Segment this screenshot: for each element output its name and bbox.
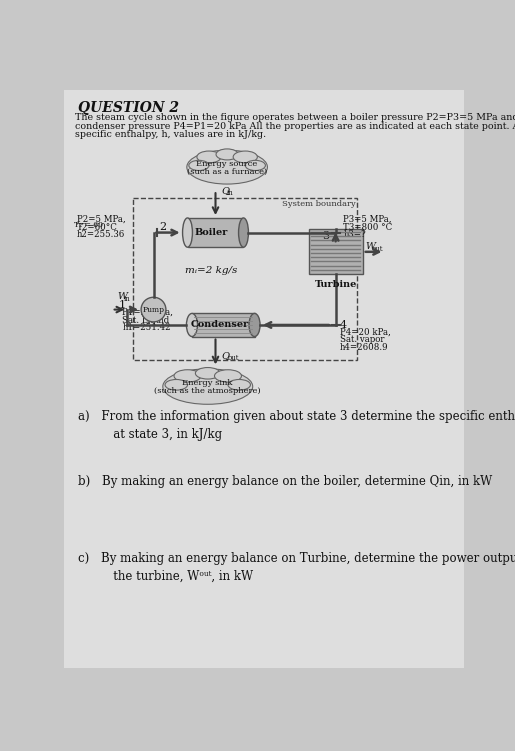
Ellipse shape	[187, 150, 267, 184]
Text: W: W	[365, 242, 375, 251]
Text: W: W	[117, 292, 127, 301]
Text: QUESTION 2: QUESTION 2	[78, 101, 179, 115]
Text: a) From the information given about state 3 determine the specific enthalpy
   a: a) From the information given about stat…	[78, 409, 515, 441]
Text: Energy sink: Energy sink	[182, 379, 233, 388]
Text: h1=251.42: h1=251.42	[123, 324, 171, 333]
Text: P1=20 kPa,: P1=20 kPa,	[123, 308, 174, 317]
Ellipse shape	[214, 369, 242, 382]
Text: out: out	[227, 354, 238, 362]
Circle shape	[141, 297, 166, 322]
Bar	[192, 313, 254, 336]
Text: c) By making an energy balance on Turbine, determine the power output of
   the : c) By making an energy balance on Turbin…	[78, 552, 515, 583]
Text: specific enthalpy, h, values are in kJ/kg.: specific enthalpy, h, values are in kJ/k…	[75, 130, 266, 139]
Text: Turbine: Turbine	[315, 279, 357, 288]
Text: P3=5 MPa,: P3=5 MPa,	[344, 215, 392, 224]
Text: 4: 4	[339, 320, 347, 330]
Ellipse shape	[245, 161, 265, 170]
Ellipse shape	[186, 313, 197, 336]
Bar	[187, 218, 244, 247]
Ellipse shape	[165, 379, 187, 390]
Bar	[132, 198, 357, 360]
Text: Energy source: Energy source	[197, 160, 258, 168]
Text: condenser pressure P4=P1=20 kPa All the properties are as indicated at each stat: condenser pressure P4=P1=20 kPa All the …	[75, 122, 515, 131]
Text: h4=2608.9: h4=2608.9	[339, 342, 388, 351]
Text: 1: 1	[119, 300, 126, 309]
Text: Sat. Liquid: Sat. Liquid	[123, 315, 170, 324]
Text: P4=20 kPa,: P4=20 kPa,	[339, 327, 390, 336]
Text: Sat. vapor: Sat. vapor	[339, 335, 384, 344]
Text: h2=255.36: h2=255.36	[77, 231, 125, 240]
Text: (such as the atmosphere): (such as the atmosphere)	[154, 388, 261, 395]
Ellipse shape	[197, 151, 221, 163]
Text: (such as a furnace): (such as a furnace)	[187, 167, 267, 176]
Text: Q: Q	[221, 351, 229, 360]
Text: Q: Q	[221, 185, 229, 195]
Ellipse shape	[216, 149, 238, 160]
Text: P2=5 MPa,: P2=5 MPa,	[77, 215, 126, 224]
Bar	[308, 230, 363, 274]
Ellipse shape	[233, 151, 258, 163]
Ellipse shape	[195, 367, 220, 379]
Text: 3: 3	[322, 231, 330, 240]
Text: 2: 2	[160, 222, 167, 232]
Text: T3=800 °C: T3=800 °C	[344, 222, 392, 231]
Text: b) By making an energy balance on the boiler, determine Qin, in kW: b) By making an energy balance on the bo…	[78, 475, 492, 488]
Text: Boiler: Boiler	[195, 228, 228, 237]
Ellipse shape	[228, 379, 250, 390]
Ellipse shape	[189, 161, 209, 170]
Text: h3=?: h3=?	[344, 231, 366, 240]
Text: mᵢ=2 kg/s: mᵢ=2 kg/s	[185, 266, 238, 275]
Text: System boundary: System boundary	[282, 201, 356, 208]
Text: Pump: Pump	[143, 306, 164, 314]
Text: T2=60°C: T2=60°C	[77, 222, 117, 231]
Text: T₂ = 60: T₂ = 60	[74, 221, 102, 229]
Ellipse shape	[249, 313, 260, 336]
Ellipse shape	[163, 369, 253, 404]
Ellipse shape	[182, 218, 193, 247]
Text: in: in	[123, 295, 130, 303]
Text: in: in	[227, 189, 234, 197]
Text: out: out	[371, 245, 383, 253]
Ellipse shape	[174, 369, 201, 382]
Text: Condenser: Condenser	[190, 321, 249, 330]
Ellipse shape	[238, 218, 248, 247]
Text: The steam cycle shown in the figure operates between a boiler pressure P2=P3=5 M: The steam cycle shown in the figure oper…	[75, 113, 515, 122]
